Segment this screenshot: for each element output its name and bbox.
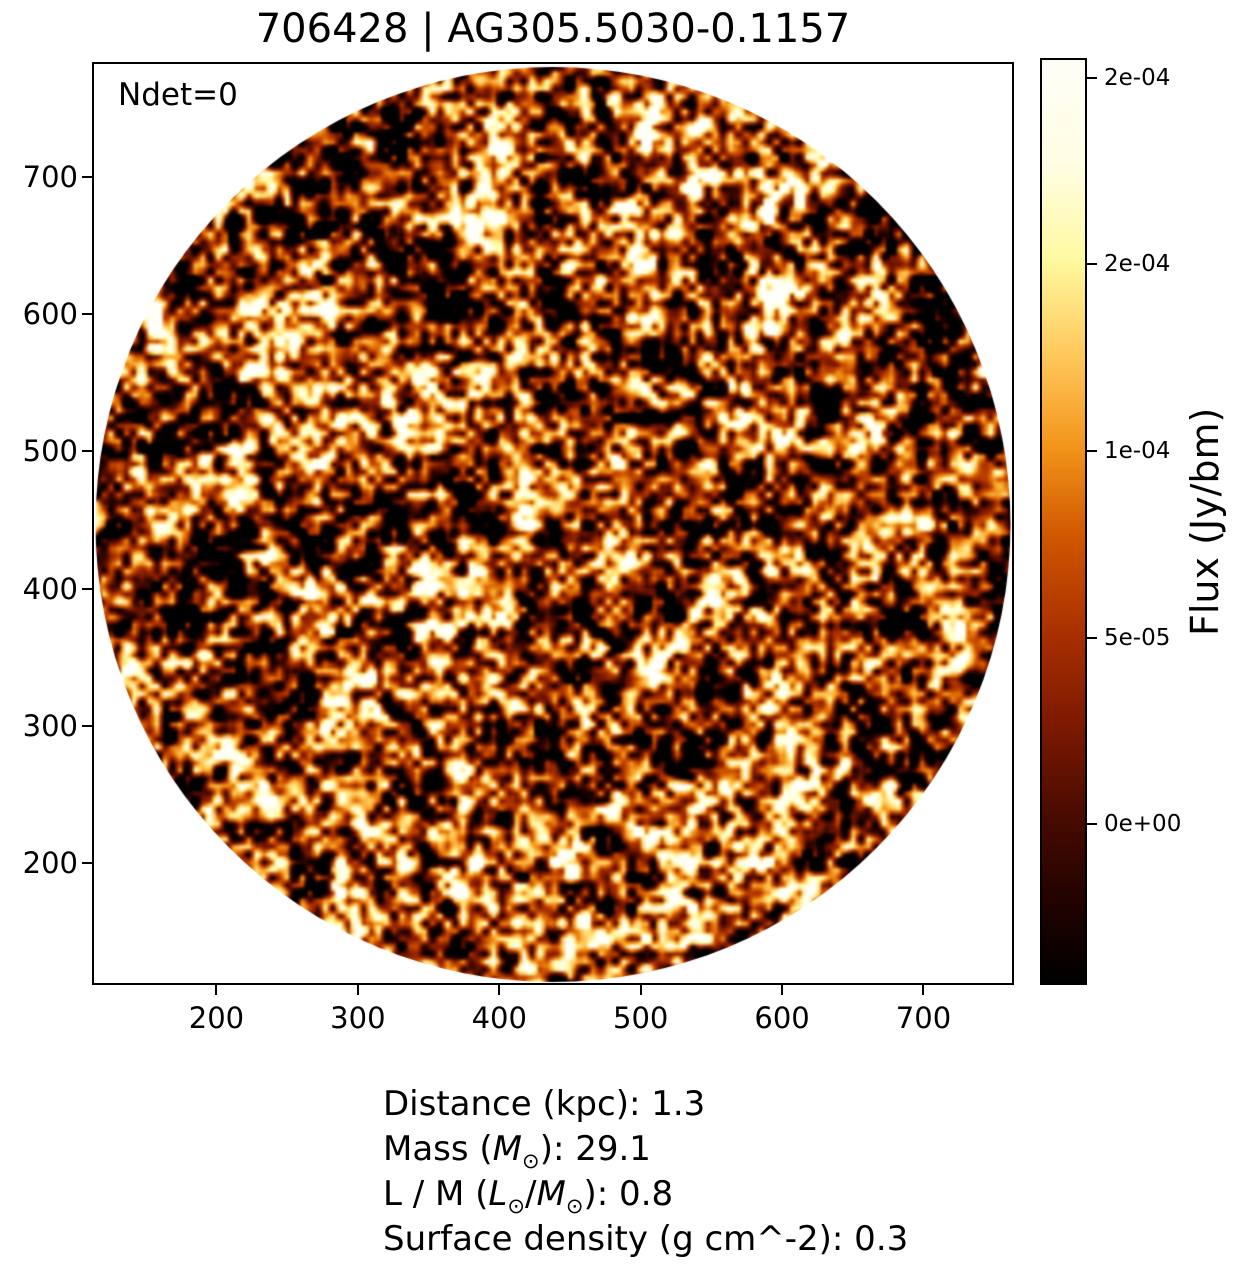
y-tick-label: 400 [22,571,78,606]
info-line-mass: Mass (M⊙): 29.1 [383,1127,908,1172]
info-text-segment: ): 29.1 [539,1129,651,1169]
y-tick-mark [82,176,92,179]
x-tick-label: 700 [895,1001,952,1035]
colorbar-tick-label: 0e+00 [1104,811,1182,838]
info-line-distance: Distance (kpc): 1.3 [383,1082,908,1127]
info-text-segment: ⊙ [507,1192,526,1218]
y-tick-label: 700 [22,160,78,195]
colorbar-tick-label: 2e-04 [1104,251,1171,278]
info-text-segment: ⊙ [565,1192,584,1218]
y-tick-label: 600 [22,297,78,332]
colorbar [1040,58,1087,985]
y-tick-label: 300 [22,708,78,743]
flux-map-image [94,64,1012,983]
colorbar-tick-label: 2e-04 [1104,64,1171,91]
x-tick-label: 300 [330,1001,386,1035]
info-text-segment: M [536,1174,566,1214]
x-tick-mark [639,985,642,995]
colorbar-tick-mark [1087,263,1097,266]
info-text-segment: Mass ( [383,1129,493,1169]
info-text-segment: Distance (kpc): 1.3 [383,1084,706,1124]
colorbar-label: Flux (Jy/bm) [1183,407,1227,636]
y-tick-mark [82,724,92,727]
x-tick-mark [781,985,784,995]
x-tick-label: 200 [188,1001,245,1035]
colorbar-tick-mark [1087,450,1097,453]
plot-area: Ndet=0 [92,62,1014,985]
colorbar-tick-mark [1087,823,1097,826]
info-line-surface-density: Surface density (g cm^-2): 0.3 [383,1217,908,1262]
x-tick-label: 500 [612,1001,669,1035]
info-text-segment: Surface density (g cm^-2): 0.3 [383,1219,909,1259]
info-block: Distance (kpc): 1.3 Mass (M⊙): 29.1 L / … [383,1082,908,1262]
info-text-segment: ⊙ [522,1147,540,1173]
y-tick-label: 500 [22,434,78,469]
x-tick-label: 600 [754,1001,810,1035]
info-text-segment: M [492,1129,523,1169]
x-tick-mark [498,985,501,995]
colorbar-tick-mark [1087,636,1097,639]
info-text-segment: L / M ( [383,1174,489,1214]
y-tick-mark [82,587,92,590]
x-tick-mark [215,985,218,995]
colorbar-tick-mark [1087,76,1097,79]
colorbar-tick-label: 5e-05 [1104,624,1171,651]
y-tick-mark [82,450,92,453]
x-tick-mark [922,985,925,995]
x-tick-label: 400 [471,1001,527,1035]
info-line-l-over-m: L / M (L⊙/M⊙): 0.8 [383,1172,908,1217]
plot-title: 706428 | AG305.5030-0.1157 [255,6,851,52]
info-text-segment: / [525,1174,537,1214]
y-tick-label: 200 [22,845,78,880]
x-tick-mark [356,985,359,995]
info-text-segment: ): 0.8 [583,1174,674,1214]
colorbar-tick-label: 1e-04 [1104,438,1171,465]
y-tick-mark [82,313,92,316]
ndet-annotation: Ndet=0 [118,77,238,113]
info-text-segment: L [488,1174,508,1214]
y-tick-mark [82,861,92,864]
